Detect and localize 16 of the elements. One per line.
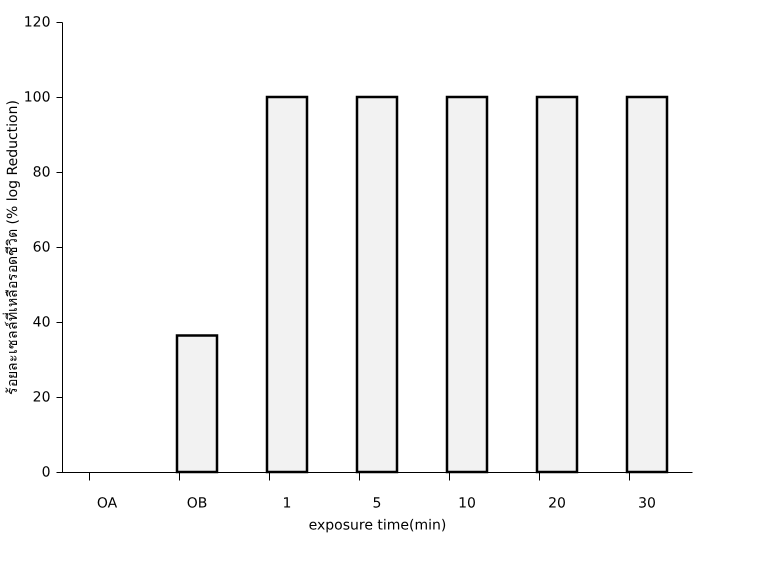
x-tick-label: OA [96, 496, 118, 512]
x-axis-title: exposure time(min) [308, 518, 446, 534]
x-tick-label: 30 [638, 496, 656, 512]
y-tick-label: 20 [32, 390, 50, 406]
x-tick-label: 1 [282, 496, 292, 512]
y-tick-label: 100 [24, 90, 50, 106]
x-tick-label: OB [186, 496, 208, 512]
y-tick-label: 120 [24, 14, 50, 30]
x-tick-label: 5 [372, 496, 382, 512]
y-tick-label: 40 [32, 314, 50, 330]
y-tick-label: 60 [32, 240, 50, 256]
y-tick-label: 0 [42, 464, 50, 480]
y-axis-title: ร้อยละเซลล์ที่เหลือรอดชีวิต (% log Reduction) [2, 100, 21, 395]
x-tick-label: 10 [458, 496, 476, 512]
y-tick-label: 80 [32, 164, 50, 180]
x-tick-label: 20 [548, 496, 566, 512]
